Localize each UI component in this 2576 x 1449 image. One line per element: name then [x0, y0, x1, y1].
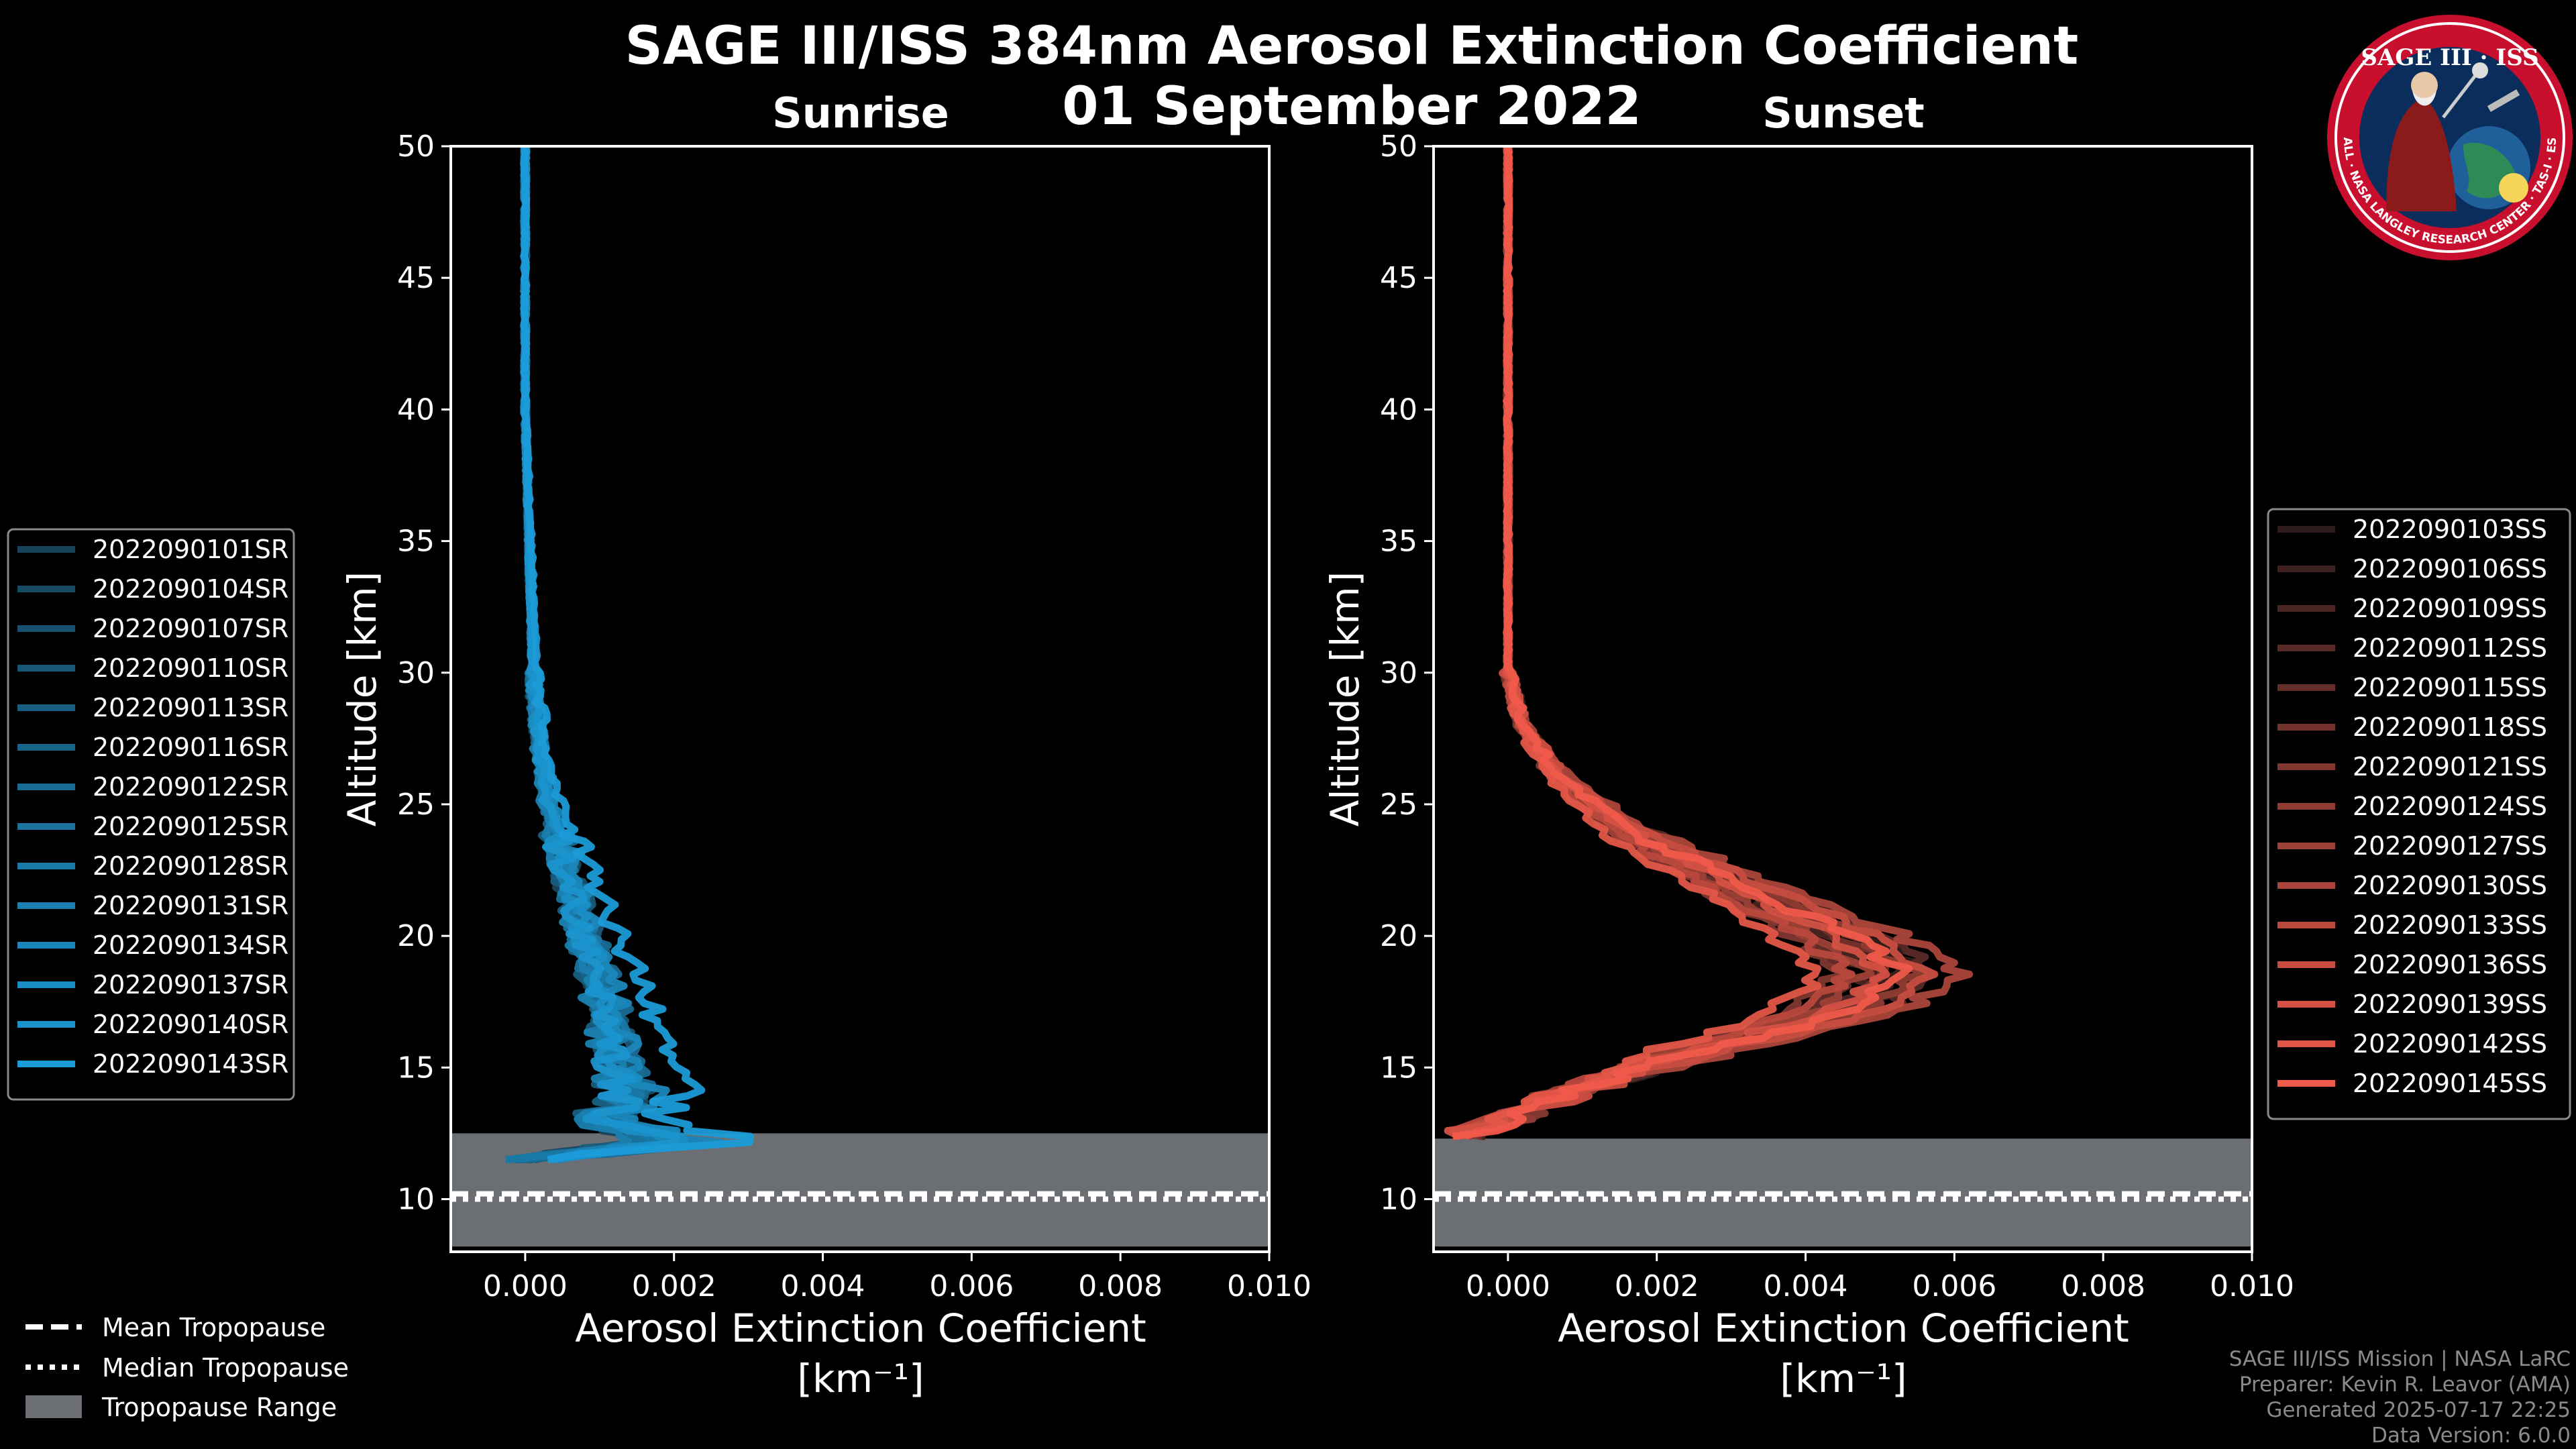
sunrise-legend-box [7, 528, 295, 1101]
sunset-x-tick-label: 0.010 [2210, 1269, 2294, 1303]
sunset-legend-label: 2022090130SS [2353, 871, 2547, 900]
sunrise-panel: Sunrise 0.000 0.002 0.004 0.006 0.008 0.010 10… [339, 89, 1311, 1401]
sunset-plot-frame [1432, 145, 2253, 1253]
tropopause-range-swatch [25, 1395, 82, 1418]
sunset-y-tick-label: 25 [1380, 788, 1417, 822]
sunset-legend-label: 2022090127SS [2353, 831, 2547, 861]
sunset-legend-label: 2022090109SS [2353, 594, 2547, 623]
sunset-x-tick-label: 0.004 [1764, 1269, 1848, 1303]
sunset-legend-label: 2022090145SS [2353, 1069, 2547, 1098]
sunrise-legend-label: 2022090143SR [93, 1049, 288, 1079]
sunset-legend-label: 2022090103SS [2353, 515, 2547, 544]
credit-mission: SAGE III/ISS Mission | NASA LaRC [2229, 1347, 2571, 1371]
sunrise-x-tick-label: 0.004 [781, 1269, 865, 1303]
sunrise-legend-label: 2022090131SR [93, 891, 288, 920]
sunset-x-tick-label: 0.008 [2061, 1269, 2145, 1303]
sunrise-legend-label: 2022090116SR [93, 733, 288, 762]
credit-generated: Generated 2025-07-17 22:25 [2266, 1398, 2571, 1422]
sunrise-y-tick-label: 35 [397, 525, 435, 559]
sunrise-legend-label: 2022090107SR [93, 614, 288, 643]
sunset-profile-2022090145SS [1452, 146, 1913, 1140]
sunset-y-tick-label: 40 [1380, 392, 1417, 427]
sunrise-y-axis-label: Altitude [km] [339, 572, 385, 826]
sunrise-profile-2022090143SR [520, 146, 754, 1164]
sunset-plot-area: 0.000 0.002 0.004 0.006 0.008 0.010 10 15 20 25 30… [1380, 129, 2294, 1303]
sunrise-legend-label: 2022090134SR [93, 930, 288, 960]
sunrise-legend-label: 2022090101SR [93, 535, 288, 564]
sunrise-y-tick-label: 30 [397, 656, 435, 690]
sunset-legend: 2022090103SS 2022090106SS 2022090109SS 2022… [2267, 508, 2571, 1120]
sunset-y-axis-label: Altitude [km] [1322, 572, 1368, 826]
sunset-legend-label: 2022090112SS [2353, 633, 2547, 663]
sunrise-panel-title: Sunrise [772, 89, 949, 138]
sunset-y-tick-label: 20 [1380, 919, 1417, 953]
mean-tropopause-label: Mean Tropopause [102, 1313, 325, 1342]
sunrise-y-tick-label: 10 [397, 1183, 435, 1217]
credit-preparer: Preparer: Kevin R. Leavor (AMA) [2239, 1373, 2571, 1397]
sunrise-y-tick-label: 25 [397, 788, 435, 822]
credit-data-version: Data Version: 6.0.0 [2371, 1424, 2571, 1448]
sunrise-y-tick-label: 40 [397, 392, 435, 427]
sunset-y-tick-label: 35 [1380, 525, 1417, 559]
sunset-legend-label: 2022090121SS [2353, 752, 2547, 782]
sunrise-x-tick-label: 0.006 [929, 1269, 1014, 1303]
sunset-x-tick-label: 0.002 [1615, 1269, 1699, 1303]
sunrise-x-tick-label: 0.002 [632, 1269, 716, 1303]
sunrise-x-tick-label: 0.010 [1227, 1269, 1311, 1303]
credits: SAGE III/ISS Mission | NASA LaRC Prepare… [2229, 1347, 2571, 1448]
logo-top-text: SAGE III · ISS [2361, 44, 2538, 71]
sunrise-legend-label: 2022090113SR [93, 693, 288, 722]
sunrise-x-axis-label: Aerosol Extinction Coefficient [575, 1305, 1146, 1351]
sunset-legend-label: 2022090118SS [2353, 712, 2547, 742]
sunset-x-tick-label: 0.000 [1466, 1269, 1550, 1303]
sunrise-legend-label: 2022090110SR [93, 653, 288, 683]
sunrise-x-tick-label: 0.000 [483, 1269, 568, 1303]
tropopause-range-label: Tropopause Range [101, 1393, 337, 1422]
sunset-legend-box [2267, 508, 2571, 1120]
sunset-legend-label: 2022090139SS [2353, 989, 2547, 1019]
sunrise-plot-area: 0.000 0.002 0.004 0.006 0.008 0.010 10 15 20 25 30… [397, 129, 1311, 1303]
sunset-legend-label: 2022090124SS [2353, 792, 2547, 821]
figure-title: SAGE III/ISS 384nm Aerosol Extinction Co… [625, 16, 2079, 76]
sunrise-y-tick-label: 15 [397, 1051, 435, 1085]
sunset-legend-label: 2022090106SS [2353, 554, 2547, 584]
sunrise-y-tick-label: 45 [397, 261, 435, 295]
sunrise-legend-label: 2022090122SR [93, 772, 288, 802]
sunset-panel: Sunset 0.000 0.002 0.004 0.006 0.008 0.010 10 1… [1322, 89, 2294, 1401]
sunrise-x-tick-label: 0.008 [1078, 1269, 1163, 1303]
sunrise-legend-label: 2022090140SR [93, 1010, 288, 1039]
sunset-x-axis-unit: [km⁻¹] [1780, 1356, 1907, 1401]
sunset-y-tick-label: 45 [1380, 261, 1417, 295]
sage-iii-iss-logo: SAGE III · ISS BALL · NASA LANGLEY RESEA… [2327, 15, 2573, 260]
sunrise-legend-label: 2022090128SR [93, 851, 288, 881]
sunset-legend-label: 2022090133SS [2353, 910, 2547, 940]
sunset-legend-label: 2022090136SS [2353, 950, 2547, 979]
sunset-y-tick-label: 50 [1380, 129, 1417, 164]
sunset-y-tick-label: 30 [1380, 656, 1417, 690]
sunrise-y-tick-label: 20 [397, 919, 435, 953]
sunrise-legend-label: 2022090125SR [93, 812, 288, 841]
sunset-y-tick-label: 10 [1380, 1183, 1417, 1217]
sunset-y-tick-label: 15 [1380, 1051, 1417, 1085]
sunset-legend-label: 2022090115SS [2353, 673, 2547, 702]
figure-date: 01 September 2022 [1062, 76, 1642, 137]
sunrise-y-tick-label: 50 [397, 129, 435, 164]
sunrise-plot-frame [449, 145, 1271, 1253]
sunrise-legend-label: 2022090137SR [93, 970, 288, 1000]
sunset-x-axis-label: Aerosol Extinction Coefficient [1558, 1305, 2129, 1351]
sunset-panel-title: Sunset [1762, 89, 1925, 138]
sunset-legend-label: 2022090142SS [2353, 1029, 2547, 1059]
sunrise-x-axis-unit: [km⁻¹] [797, 1356, 924, 1401]
sunset-x-tick-label: 0.006 [1912, 1269, 1996, 1303]
median-tropopause-label: Median Tropopause [102, 1353, 349, 1383]
logo-figure [2386, 97, 2457, 211]
tropopause-legend: Mean Tropopause Median Tropopause Tropop… [25, 1313, 349, 1422]
sunrise-legend: 2022090101SR 2022090104SR 2022090107SR 2022… [7, 528, 295, 1101]
sunrise-legend-label: 2022090104SR [93, 574, 288, 604]
